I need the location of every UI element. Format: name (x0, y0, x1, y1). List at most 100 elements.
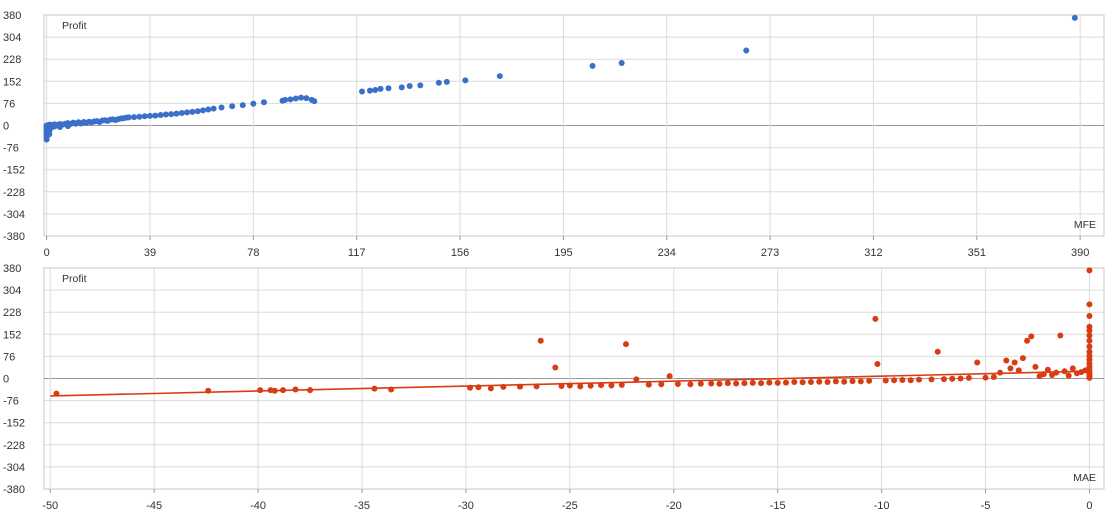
data-point (371, 385, 378, 392)
data-point (443, 78, 450, 85)
data-point (250, 100, 257, 107)
data-point (205, 106, 212, 113)
data-point (1032, 363, 1039, 370)
data-point (666, 373, 673, 380)
data-point (791, 378, 798, 385)
x-tick-label: 351 (968, 247, 986, 259)
data-point (716, 380, 723, 387)
data-point (205, 387, 212, 394)
data-point (125, 114, 132, 121)
data-point (1086, 323, 1093, 330)
data-point (907, 377, 914, 384)
data-point (934, 348, 941, 355)
data-point (799, 379, 806, 386)
data-point (674, 381, 681, 388)
data-point (697, 380, 704, 387)
data-point (152, 112, 159, 119)
data-point (558, 383, 565, 390)
data-point (1086, 332, 1093, 339)
data-point (303, 95, 310, 102)
data-point (366, 87, 373, 94)
data-point (552, 364, 559, 371)
x-axis-label: MAE (1073, 472, 1096, 484)
x-tick-label: 273 (761, 247, 779, 259)
y-tick-label: 228 (3, 54, 21, 66)
data-point (891, 377, 898, 384)
data-point (417, 82, 424, 89)
data-point (467, 384, 474, 391)
y-tick-label: -228 (3, 440, 25, 452)
data-point (622, 341, 629, 348)
data-point (974, 359, 981, 366)
mfe-profit-scatter-chart: 380 304 228 152 76 0 -76 -152 -228 -304 -380 0 39 78 1… (3, 10, 1105, 259)
y-tick-label: -76 (3, 396, 19, 408)
y-axis-label: Profit (62, 273, 87, 285)
data-point (724, 380, 731, 387)
data-point (1040, 371, 1047, 378)
data-point (658, 381, 665, 388)
x-tick-label: 390 (1071, 247, 1089, 259)
data-point (1024, 337, 1031, 344)
data-point (516, 383, 523, 390)
data-point (173, 110, 180, 117)
y-axis-label: Profit (62, 20, 87, 32)
data-point (280, 387, 287, 394)
data-point (766, 379, 773, 386)
data-point (990, 374, 997, 381)
y-tick-label: 304 (3, 32, 21, 44)
y-tick-label: 380 (3, 10, 21, 22)
data-point (162, 111, 169, 118)
data-point (496, 73, 503, 80)
data-point (618, 381, 625, 388)
data-point (1086, 301, 1093, 308)
x-tick-label: 0 (1086, 500, 1092, 512)
y-tick-label: -152 (3, 165, 25, 177)
data-point (872, 315, 879, 322)
x-tick-label: -10 (874, 500, 890, 512)
data-point (1086, 348, 1093, 355)
y-tick-label: -152 (3, 418, 25, 430)
y-tick-label: 380 (3, 263, 21, 275)
data-point (1028, 333, 1035, 340)
data-point (1086, 312, 1093, 319)
data-point (194, 108, 201, 115)
y-tick-label: -228 (3, 187, 25, 199)
data-point (53, 390, 60, 397)
y-tick-label: -380 (3, 231, 25, 243)
x-tick-label: 117 (348, 247, 366, 259)
data-point (866, 377, 873, 384)
data-point (462, 77, 469, 84)
data-point (758, 380, 765, 387)
y-tick-label: -380 (3, 484, 25, 496)
data-point (1086, 337, 1093, 344)
data-point (157, 112, 164, 119)
data-point (1061, 368, 1068, 375)
x-tick-label: 39 (144, 247, 156, 259)
x-tick-label: -35 (354, 500, 370, 512)
data-point (733, 380, 740, 387)
data-point (533, 383, 540, 390)
data-point (566, 382, 573, 389)
data-point (1086, 343, 1093, 350)
data-point (292, 386, 299, 393)
data-point (218, 104, 225, 111)
data-point (282, 96, 289, 103)
y-tick-label: 152 (3, 76, 21, 88)
data-point (168, 111, 175, 118)
y-tick-label: 0 (3, 121, 9, 133)
data-point (608, 382, 615, 389)
data-point (1057, 332, 1064, 339)
data-point (940, 376, 947, 383)
data-point (271, 387, 278, 394)
data-point (406, 82, 413, 89)
data-point (372, 87, 379, 94)
data-point (257, 387, 264, 394)
data-point (1003, 357, 1010, 364)
data-point (633, 376, 640, 383)
x-axis-label: MFE (1074, 219, 1096, 231)
y-tick-label: 76 (3, 351, 15, 363)
x-tick-label: 0 (44, 247, 50, 259)
data-point (916, 376, 923, 383)
x-tick-label: 195 (554, 247, 572, 259)
